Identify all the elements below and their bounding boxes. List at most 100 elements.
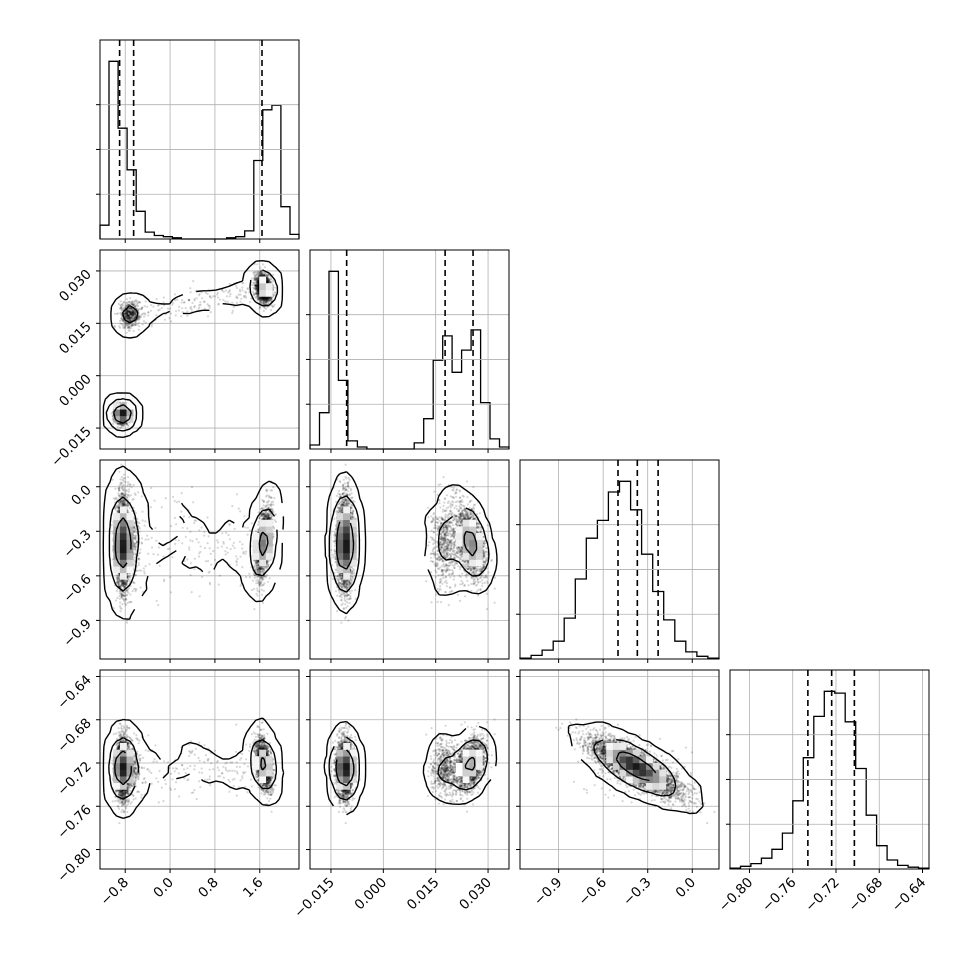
sample-point [254,284,257,287]
sample-point [255,292,258,295]
sample-point [126,323,129,326]
sample-point [267,279,270,282]
sample-point [121,319,124,322]
sample-point [257,286,260,289]
sample-point [259,271,262,274]
sample-point [129,312,132,315]
sample-point [120,424,124,427]
sample-point [266,276,269,280]
sample-point [270,308,273,312]
sample-point [264,302,267,305]
sample-point [260,296,263,299]
sample-point [126,316,129,319]
sample-point [131,315,134,318]
sample-point [257,275,260,279]
sample-point [252,292,255,295]
sample-point [137,321,140,324]
sample-point [256,279,259,282]
sample-point [256,291,259,294]
sample-point [127,310,130,313]
sample-point [260,268,263,271]
sample-point [129,311,132,314]
sample-point [263,297,266,300]
sample-point [133,304,136,307]
sample-point [256,287,259,290]
sample-point [127,313,130,316]
sample-point [126,301,129,304]
sample-point [262,297,265,300]
sample-point [258,274,261,277]
sample-point [256,288,259,291]
sample-point [122,424,125,427]
sample-point [132,311,135,314]
sample-point [120,312,123,315]
sample-point [268,279,271,283]
sample-point [274,291,277,294]
sample-point [257,278,260,281]
sample-point [256,288,259,291]
sample-point [125,311,128,314]
sample-point [132,314,135,317]
sample-point [256,279,260,282]
sample-point [267,280,270,283]
sample-point [263,301,266,304]
sample-point [134,322,137,325]
sample-point [272,293,275,296]
sample-point [128,300,131,304]
sample-point [259,298,263,302]
sample-point [129,302,132,305]
sample-point [123,326,126,329]
sample-point [122,323,125,326]
sample-point [264,298,267,301]
sample-point [266,297,269,300]
sample-point [125,331,128,334]
sample-point [253,274,256,278]
sample-point [131,313,134,317]
sample-point [123,312,126,315]
sample-point [272,288,275,292]
sample-point [125,422,128,425]
sample-point [254,287,258,290]
sample-point [126,316,129,319]
scatter-1-0 [102,260,284,438]
sample-point [133,317,136,320]
sample-point [250,277,253,280]
sample-point [128,317,131,320]
sample-point [257,283,260,286]
sample-point [255,283,258,286]
sample-point [254,284,257,287]
sample-point [125,311,128,315]
sample-point [267,301,270,304]
sample-point [258,297,261,300]
sample-point [131,313,134,316]
sample-point [261,297,265,300]
sample-point [271,305,274,308]
sample-point [119,422,122,425]
sample-point [125,316,128,319]
sample-point [255,284,258,287]
sample-point [261,297,265,300]
sample-point [128,314,131,317]
sample-point [264,298,267,301]
sample-point [127,316,130,319]
sample-point [262,298,265,301]
sample-point [256,287,259,290]
sample-point [131,324,134,327]
sample-point [259,274,262,277]
sample-point [255,283,258,287]
sample-point [137,316,141,319]
sample-point [264,300,267,303]
sample-point [123,312,126,315]
sample-point [257,288,260,292]
sample-point [125,312,128,315]
sample-point [256,285,259,288]
sample-point [125,304,128,307]
sample-point [256,287,259,290]
sample-point [135,303,138,306]
sample-point [129,307,132,310]
sample-point [132,302,135,306]
sample-point [256,290,259,293]
sample-point [130,324,133,327]
sample-point [256,292,259,296]
sample-point [263,297,266,300]
